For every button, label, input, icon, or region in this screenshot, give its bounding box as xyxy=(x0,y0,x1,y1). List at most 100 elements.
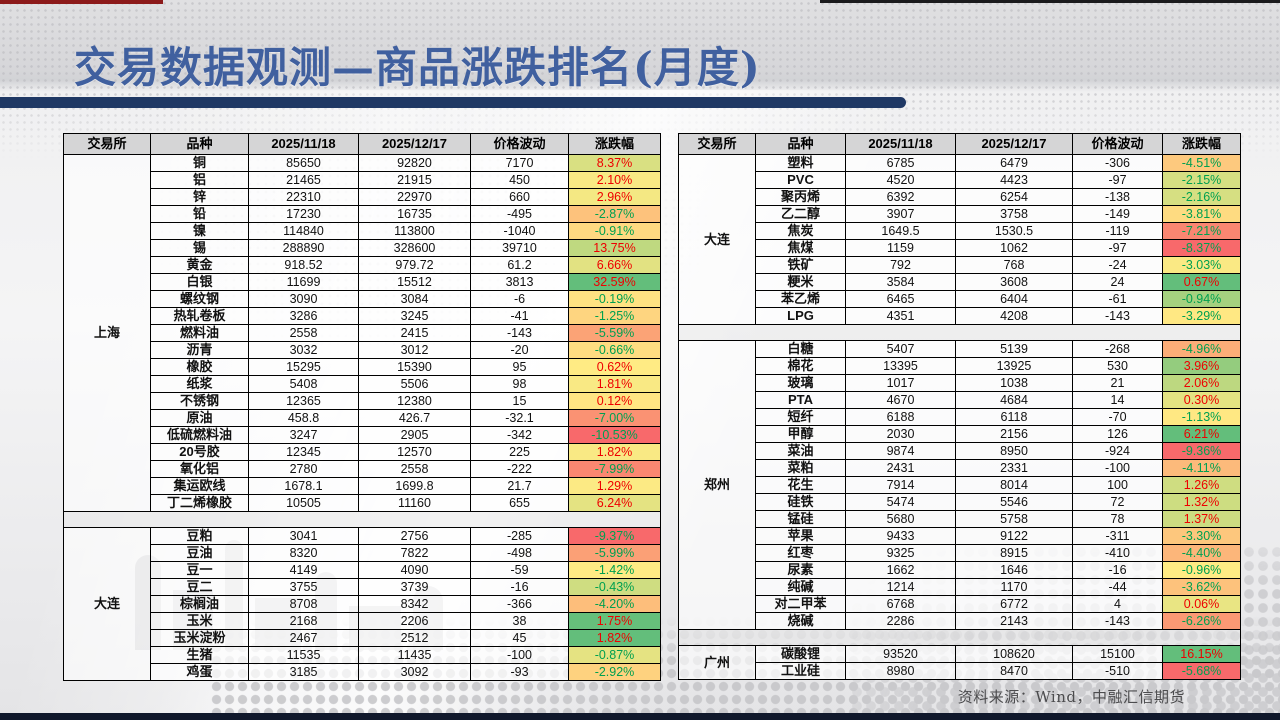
price-end-cell: 22970 xyxy=(358,188,471,206)
variety-cell: 豆粕 xyxy=(150,527,249,545)
table-row: 铅 17230 16735 -495 -2.87% xyxy=(64,205,661,223)
price-change-cell: 14 xyxy=(1072,391,1163,409)
variety-cell: 棉花 xyxy=(755,357,846,375)
table-row: 苹果 9433 9122 -311 -3.30% xyxy=(679,527,1241,545)
table-row: 工业硅 8980 8470 -510 -5.68% xyxy=(679,662,1241,680)
table-row: 棉花 13395 13925 530 3.96% xyxy=(679,357,1241,375)
table-row: 玉米 2168 2206 38 1.75% xyxy=(64,612,661,630)
price-change-cell: 21 xyxy=(1072,374,1163,392)
table-row: 豆油 8320 7822 -498 -5.99% xyxy=(64,544,661,562)
table-row: 燃料油 2558 2415 -143 -5.59% xyxy=(64,324,661,342)
price-change-cell: -143 xyxy=(470,324,569,342)
price-change-cell: 450 xyxy=(470,171,569,189)
pct-change-cell: -0.91% xyxy=(568,222,661,240)
price-end-cell: 8014 xyxy=(955,476,1073,494)
price-end-cell: 2558 xyxy=(358,460,471,478)
table-row: 尿素 1662 1646 -16 -0.96% xyxy=(679,561,1241,579)
price-end-cell: 108620 xyxy=(955,645,1073,663)
price-end-cell: 1699.8 xyxy=(358,477,471,495)
price-end-cell: 768 xyxy=(955,256,1073,274)
price-change-cell: -495 xyxy=(470,205,569,223)
price-end-cell: 5139 xyxy=(955,340,1073,358)
variety-cell: 乙二醇 xyxy=(755,205,846,223)
pct-change-cell: -1.13% xyxy=(1162,408,1241,426)
pct-change-cell: -2.15% xyxy=(1162,171,1241,189)
price-start-cell: 3755 xyxy=(248,578,359,596)
pct-change-cell: 1.37% xyxy=(1162,510,1241,528)
pct-change-cell: -3.29% xyxy=(1162,307,1241,325)
pct-change-cell: -2.16% xyxy=(1162,188,1241,206)
table-row: 锰硅 5680 5758 78 1.37% xyxy=(679,510,1241,528)
price-change-cell: -138 xyxy=(1072,188,1163,206)
pct-change-cell: 0.12% xyxy=(568,392,661,410)
price-change-cell: -16 xyxy=(470,578,569,596)
table-row: 热轧卷板 3286 3245 -41 -1.25% xyxy=(64,307,661,325)
pct-change-cell: 1.26% xyxy=(1162,476,1241,494)
pct-change-cell: -2.87% xyxy=(568,205,661,223)
price-start-cell: 6465 xyxy=(845,290,956,308)
variety-cell: 锡 xyxy=(150,239,249,257)
pct-change-cell: -0.87% xyxy=(568,646,661,664)
price-start-cell: 93520 xyxy=(845,645,956,663)
price-end-cell: 8950 xyxy=(955,442,1073,460)
price-change-cell: 126 xyxy=(1072,425,1163,443)
pct-change-cell: 32.59% xyxy=(568,273,661,291)
variety-cell: 铜 xyxy=(150,154,249,172)
table-row: 原油 458.8 426.7 -32.1 -7.00% xyxy=(64,409,661,427)
price-start-cell: 288890 xyxy=(248,239,359,257)
price-end-cell: 4423 xyxy=(955,171,1073,189)
price-start-cell: 11699 xyxy=(248,273,359,291)
commodity-table-left: 交易所 品种 2025/11/18 2025/12/17 价格波动 涨跌幅 上海铜 8565… xyxy=(63,133,661,681)
price-end-cell: 113800 xyxy=(358,222,471,240)
table-row: 花生 7914 8014 100 1.26% xyxy=(679,476,1241,494)
price-end-cell: 2156 xyxy=(955,425,1073,443)
price-start-cell: 1159 xyxy=(845,239,956,257)
table-row: 豆二 3755 3739 -16 -0.43% xyxy=(64,578,661,596)
price-start-cell: 1662 xyxy=(845,561,956,579)
price-end-cell: 9122 xyxy=(955,527,1073,545)
variety-cell: 生猪 xyxy=(150,646,249,664)
table-row: 铝 21465 21915 450 2.10% xyxy=(64,171,661,189)
table-row: 对二甲苯 6768 6772 4 0.06% xyxy=(679,595,1241,613)
variety-cell: 锰硅 xyxy=(755,510,846,528)
table-row: 大连 豆粕 3041 2756 -285 -9.37% xyxy=(63,527,661,681)
variety-cell: 苯乙烯 xyxy=(755,290,846,308)
price-change-cell: -24 xyxy=(1072,256,1163,274)
column-header: 交易所 xyxy=(678,133,756,155)
price-end-cell: 11435 xyxy=(358,646,471,664)
variety-cell: PTA xyxy=(755,391,846,409)
variety-cell: 纯碱 xyxy=(755,578,846,596)
price-change-cell: -100 xyxy=(470,646,569,664)
section-gap-row xyxy=(678,324,1241,341)
table-row: LPG 4351 4208 -143 -3.29% xyxy=(679,307,1241,325)
price-start-cell: 2558 xyxy=(248,324,359,342)
pct-change-cell: -9.37% xyxy=(568,527,661,545)
pct-change-cell: 0.62% xyxy=(568,358,661,376)
price-end-cell: 6479 xyxy=(955,154,1073,172)
price-start-cell: 2286 xyxy=(845,612,956,630)
price-end-cell: 3608 xyxy=(955,273,1073,291)
price-change-cell: -100 xyxy=(1072,459,1163,477)
price-start-cell: 3907 xyxy=(845,205,956,223)
price-change-cell: 45 xyxy=(470,629,569,647)
price-change-cell: -119 xyxy=(1072,222,1163,240)
column-header: 2025/11/18 xyxy=(845,133,956,155)
price-start-cell: 792 xyxy=(845,256,956,274)
variety-cell: 豆二 xyxy=(150,578,249,596)
price-start-cell: 4351 xyxy=(845,307,956,325)
price-change-cell: 78 xyxy=(1072,510,1163,528)
table-row: 20号胶 12345 12570 225 1.82% xyxy=(64,443,661,461)
price-change-cell: 15100 xyxy=(1072,645,1163,663)
variety-cell: 碳酸锂 xyxy=(755,645,846,663)
price-change-cell: -59 xyxy=(470,561,569,579)
table-row: 锡 288890 328600 39710 13.75% xyxy=(64,239,661,257)
variety-cell: 豆油 xyxy=(150,544,249,562)
pct-change-cell: 0.06% xyxy=(1162,595,1241,613)
price-start-cell: 8708 xyxy=(248,595,359,613)
table-row: 玻璃 1017 1038 21 2.06% xyxy=(679,374,1241,392)
price-end-cell: 2331 xyxy=(955,459,1073,477)
price-start-cell: 17230 xyxy=(248,205,359,223)
price-end-cell: 6118 xyxy=(955,408,1073,426)
column-header: 价格波动 xyxy=(470,133,569,155)
table-header-row: 交易所 品种 2025/11/18 2025/12/17 价格波动 涨跌幅 xyxy=(63,133,661,155)
